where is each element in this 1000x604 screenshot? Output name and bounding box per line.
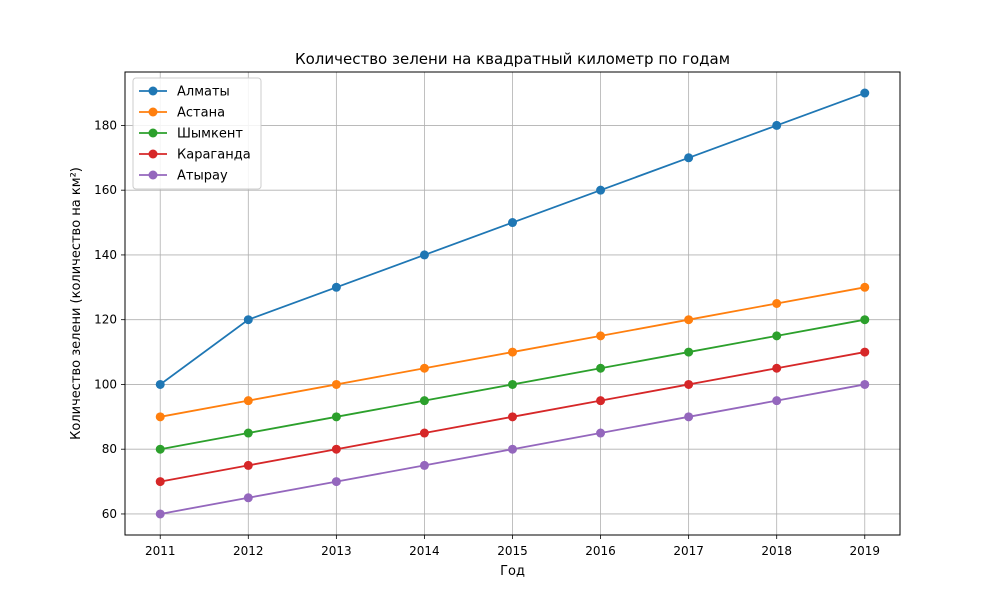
data-point: [772, 363, 782, 373]
data-point: [155, 477, 165, 487]
data-point: [419, 396, 429, 406]
x-tick-label: 2019: [849, 544, 880, 558]
legend-swatch-marker: [148, 170, 158, 180]
data-point: [860, 88, 870, 98]
legend-label: Караганда: [177, 148, 251, 163]
legend-item: Алматы: [139, 85, 230, 100]
legend-swatch-marker: [148, 107, 158, 117]
x-tick-label: 2018: [761, 544, 792, 558]
x-tick-label: 2014: [409, 544, 440, 558]
data-point: [596, 428, 606, 438]
data-point: [331, 412, 341, 422]
y-tick-label: 60: [102, 507, 117, 521]
data-point: [772, 396, 782, 406]
data-point: [596, 331, 606, 341]
data-point: [508, 218, 517, 228]
legend-item: Караганда: [139, 148, 251, 163]
data-point: [331, 282, 341, 292]
data-point: [596, 185, 606, 195]
data-point: [684, 347, 694, 357]
data-point: [331, 477, 341, 487]
data-point: [243, 428, 253, 438]
data-point: [596, 396, 606, 406]
data-point: [684, 153, 694, 163]
data-point: [419, 428, 429, 438]
legend-swatch-marker: [148, 128, 158, 138]
data-point: [155, 412, 165, 422]
data-point: [772, 120, 782, 130]
series-Караганда: [155, 347, 870, 487]
x-tick-label: 2016: [585, 544, 616, 558]
legend-swatch-marker: [148, 149, 158, 159]
data-point: [508, 444, 517, 454]
y-tick-label: 140: [94, 248, 117, 262]
x-tick-label: 2013: [321, 544, 352, 558]
data-point: [155, 444, 165, 454]
data-point: [331, 444, 341, 454]
y-tick-label: 160: [94, 183, 117, 197]
axis-ticks: 2011 2012 2013 2014 2015 2016 2017 2018 2019 60 80…: [94, 118, 880, 558]
data-point: [243, 460, 253, 470]
data-point: [243, 315, 253, 325]
data-point: [772, 331, 782, 341]
legend-label: Шымкент: [177, 127, 243, 142]
series-Алматы: [155, 88, 870, 389]
series-Шымкент: [155, 315, 870, 454]
data-point: [419, 250, 429, 260]
data-point: [508, 347, 517, 357]
data-point: [684, 379, 694, 389]
x-tick-label: 2012: [233, 544, 264, 558]
x-tick-label: 2015: [497, 544, 528, 558]
legend-item: Атырау: [139, 169, 228, 184]
data-point: [331, 379, 341, 389]
series-Атырау: [155, 379, 870, 519]
legend-item: Шымкент: [139, 127, 243, 142]
data-point: [772, 299, 782, 308]
data-point: [155, 509, 165, 519]
data-point: [860, 379, 870, 389]
data-point: [860, 315, 870, 325]
data-point: [684, 315, 694, 325]
data-point: [243, 493, 253, 503]
x-tick-label: 2017: [673, 544, 704, 558]
data-point: [419, 460, 429, 470]
series-Астана: [155, 282, 870, 422]
y-tick-label: 100: [94, 377, 117, 391]
data-point: [860, 347, 870, 357]
x-tick-label: 2011: [145, 544, 176, 558]
legend-label: Атырау: [177, 169, 228, 184]
x-axis-label: Год: [500, 564, 525, 579]
data-point: [860, 282, 870, 292]
y-tick-label: 80: [102, 442, 117, 456]
legend-item: Астана: [139, 106, 225, 121]
legend-label: Астана: [177, 106, 225, 121]
data-point: [508, 412, 517, 422]
legend: Алматы Астана Шымкент Караганда Атырау: [132, 77, 262, 190]
y-axis-label: Количество зелени (количество на км²): [69, 167, 84, 440]
legend-box: [132, 77, 262, 190]
data-point: [508, 379, 517, 389]
y-tick-label: 180: [94, 118, 117, 132]
data-point: [419, 363, 429, 373]
data-point: [155, 379, 165, 389]
series-lines: [155, 88, 870, 519]
data-point: [596, 363, 606, 373]
legend-label: Алматы: [177, 85, 230, 100]
data-point: [243, 396, 253, 406]
legend-swatch-marker: [148, 86, 158, 96]
y-tick-label: 120: [94, 313, 117, 327]
chart-title: Количество зелени на квадратный километр…: [295, 50, 730, 68]
data-point: [684, 412, 694, 422]
